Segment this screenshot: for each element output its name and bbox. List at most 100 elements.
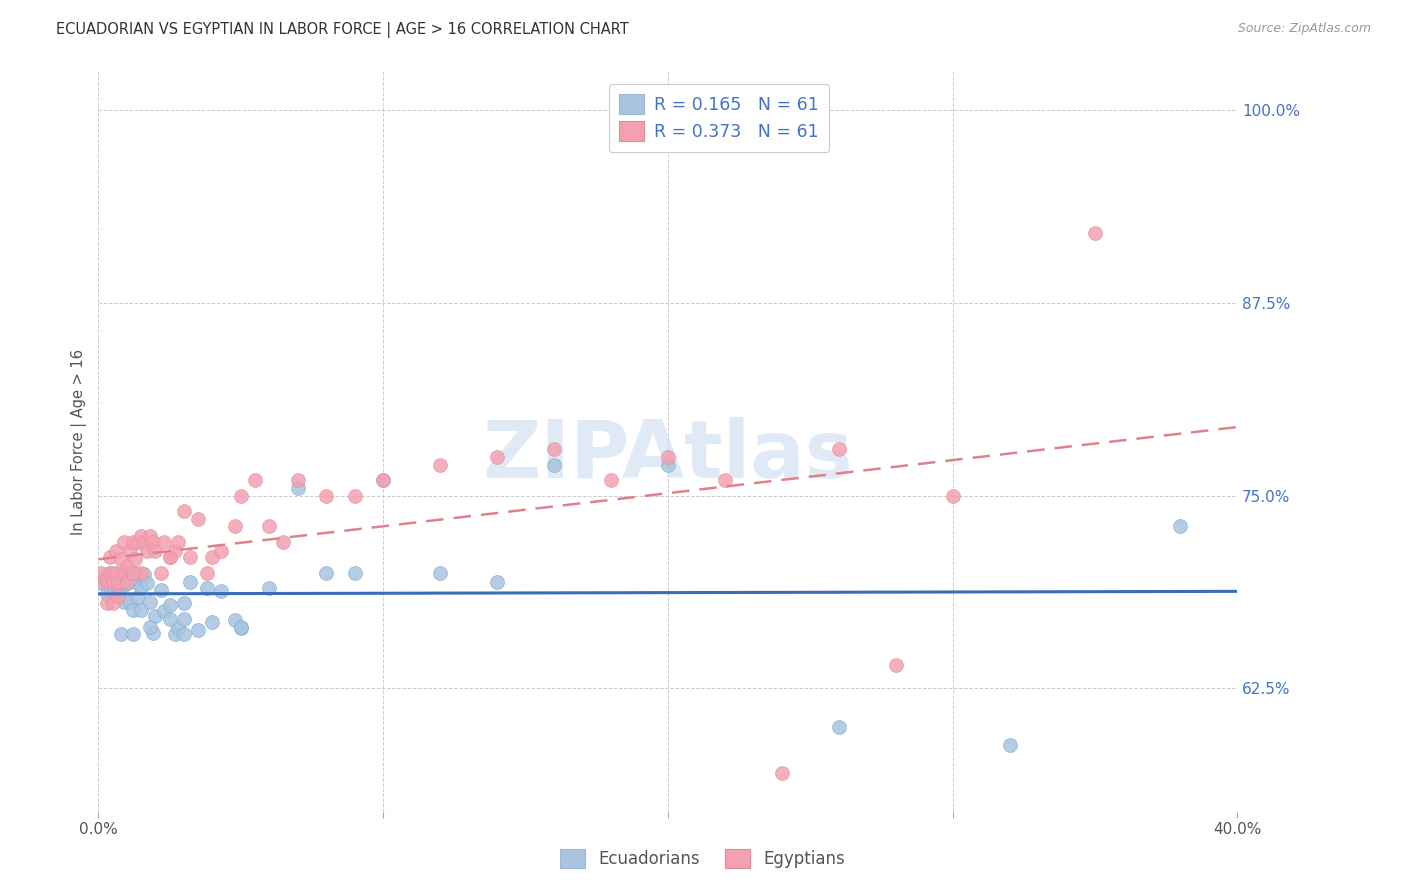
Point — [150, 566, 173, 580]
Point — [104, 576, 127, 591]
Point — [657, 458, 679, 472]
Point — [138, 595, 160, 609]
Point — [112, 578, 135, 592]
Point — [118, 595, 141, 609]
Point — [543, 458, 565, 472]
Point — [107, 574, 129, 589]
Point — [138, 619, 160, 633]
Point — [173, 597, 195, 611]
Point — [93, 574, 115, 589]
Point — [229, 621, 252, 635]
Point — [153, 604, 176, 618]
Point — [118, 544, 141, 558]
Point — [209, 544, 232, 558]
Y-axis label: In Labor Force | Age > 16: In Labor Force | Age > 16 — [72, 349, 87, 534]
Point — [486, 450, 509, 464]
Point — [187, 623, 209, 637]
Point — [343, 489, 366, 503]
Point — [104, 566, 127, 580]
Point — [942, 489, 965, 503]
Point — [115, 576, 138, 591]
Point — [112, 534, 135, 549]
Point — [141, 534, 163, 549]
Point — [1084, 227, 1107, 241]
Point — [429, 458, 451, 472]
Point — [115, 559, 138, 574]
Point — [96, 574, 118, 588]
Point — [124, 551, 146, 566]
Point — [828, 442, 851, 457]
Point — [124, 566, 146, 580]
Point — [141, 625, 163, 640]
Point — [179, 574, 201, 589]
Point — [90, 576, 112, 591]
Point — [229, 619, 252, 633]
Point — [287, 481, 309, 495]
Text: ZIPAtlas: ZIPAtlas — [482, 417, 853, 495]
Point — [150, 582, 173, 597]
Legend: R = 0.165   N = 61, R = 0.373   N = 61: R = 0.165 N = 61, R = 0.373 N = 61 — [609, 84, 830, 152]
Point — [153, 534, 176, 549]
Point — [770, 766, 793, 780]
Point — [104, 544, 127, 558]
Text: ECUADORIAN VS EGYPTIAN IN LABOR FORCE | AGE > 16 CORRELATION CHART: ECUADORIAN VS EGYPTIAN IN LABOR FORCE | … — [56, 22, 628, 38]
Point — [998, 739, 1021, 753]
Point — [657, 450, 679, 464]
Point — [195, 566, 218, 580]
Point — [1170, 519, 1192, 533]
Point — [173, 612, 195, 626]
Point — [135, 544, 157, 558]
Point — [98, 580, 121, 594]
Point — [167, 534, 190, 549]
Point — [98, 566, 121, 580]
Point — [129, 602, 152, 616]
Point — [165, 627, 187, 641]
Point — [101, 574, 124, 589]
Point — [243, 473, 266, 487]
Point — [229, 489, 252, 503]
Point — [115, 566, 138, 580]
Point — [121, 627, 143, 641]
Point — [107, 589, 129, 603]
Point — [179, 550, 201, 565]
Point — [273, 534, 295, 549]
Point — [259, 519, 281, 533]
Point — [486, 574, 509, 589]
Point — [165, 544, 187, 558]
Point — [145, 608, 167, 623]
Point — [121, 602, 143, 616]
Point — [828, 720, 851, 734]
Point — [259, 581, 281, 595]
Point — [101, 597, 124, 611]
Point — [224, 519, 246, 533]
Point — [173, 627, 195, 641]
Point — [600, 473, 623, 487]
Point — [110, 551, 132, 566]
Point — [107, 581, 129, 595]
Point — [159, 598, 181, 612]
Point — [110, 568, 132, 582]
Point — [101, 574, 124, 589]
Point — [112, 566, 135, 580]
Point — [101, 587, 124, 601]
Point — [129, 566, 152, 580]
Point — [127, 534, 149, 549]
Point — [112, 595, 135, 609]
Point — [159, 612, 181, 626]
Point — [104, 566, 127, 580]
Point — [224, 614, 246, 628]
Point — [107, 589, 129, 603]
Point — [124, 574, 146, 589]
Point — [138, 528, 160, 542]
Point — [343, 566, 366, 580]
Legend: Ecuadorians, Egyptians: Ecuadorians, Egyptians — [554, 842, 852, 875]
Point — [96, 574, 118, 588]
Point — [132, 536, 155, 550]
Text: Source: ZipAtlas.com: Source: ZipAtlas.com — [1237, 22, 1371, 36]
Point — [195, 581, 218, 595]
Point — [90, 566, 112, 580]
Point — [201, 550, 224, 565]
Point — [167, 621, 190, 635]
Point — [96, 587, 118, 601]
Point — [93, 570, 115, 584]
